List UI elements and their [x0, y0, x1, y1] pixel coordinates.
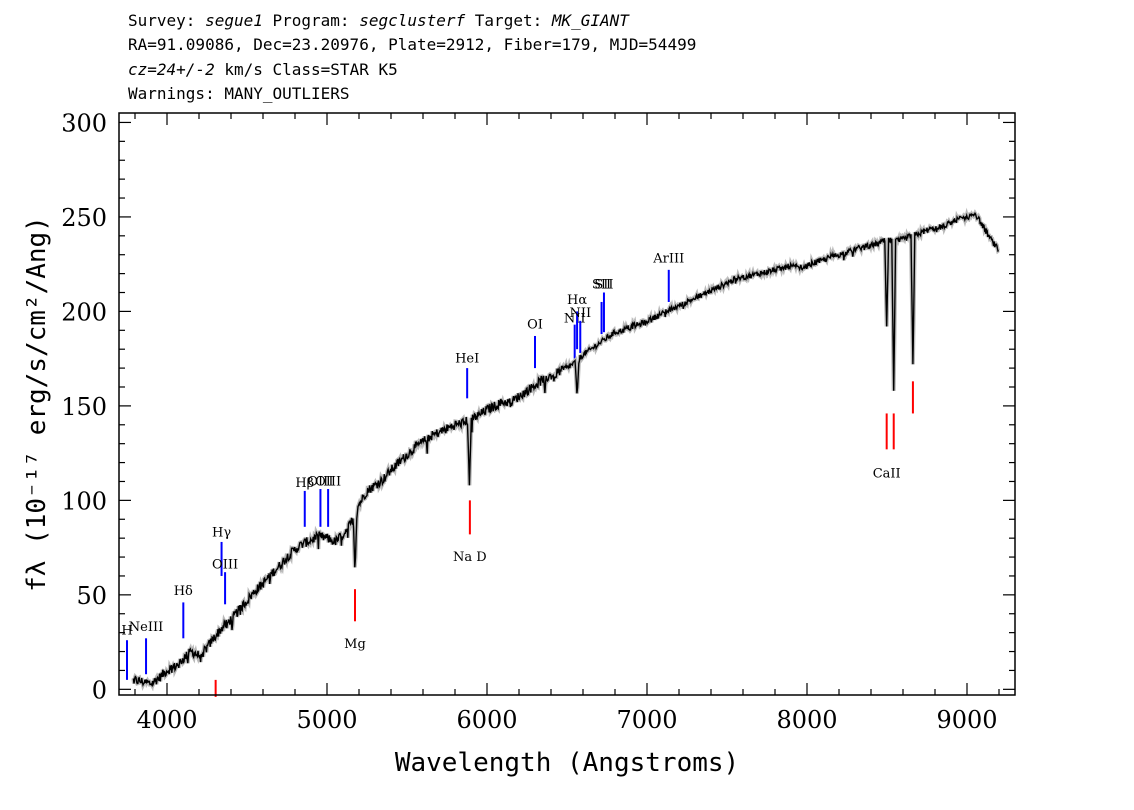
x-tick-label: 5000	[296, 706, 357, 734]
line-label: NeIII	[129, 620, 163, 635]
x-tick-label: 8000	[776, 706, 837, 734]
y-tick-label: 200	[61, 298, 107, 326]
line-label: NII	[569, 306, 591, 321]
y-tick-label: 50	[76, 582, 107, 610]
line-label: CaII	[873, 467, 901, 482]
survey-key: Survey:	[128, 11, 206, 30]
line-label: Hβ	[295, 476, 314, 491]
y-tick-label: 250	[61, 204, 107, 232]
y-tick-label: 300	[61, 109, 107, 137]
spectrum-group	[131, 207, 1000, 692]
line-label: OIII	[307, 474, 333, 489]
line-label: Mg	[344, 637, 366, 652]
x-tick-label: 7000	[616, 706, 677, 734]
line-label: H	[121, 624, 132, 639]
line-label: Hδ	[174, 584, 193, 599]
line-label: Na D	[453, 550, 487, 565]
line-label: SII	[592, 278, 611, 293]
line-label: OIII	[315, 474, 341, 489]
header-coordinates-line: RA=91.09086, Dec=23.20976, Plate=2912, F…	[128, 35, 697, 54]
axis-ticks: 4000 5000 6000 7000 8000 9000 0 50 100 150 200 250 3…	[61, 109, 1015, 734]
line-label: OIII	[212, 557, 238, 572]
plot-frame	[118, 112, 1016, 696]
line-label: OI	[527, 317, 543, 332]
line-label: SII	[594, 278, 613, 293]
line-label: Hα	[567, 293, 587, 308]
survey-value: segue1	[205, 11, 263, 30]
line-label: ArIII	[652, 251, 684, 266]
line-label: HeI	[455, 351, 479, 366]
class-text: km/s Class=STAR K5	[214, 60, 398, 79]
program-key: Program:	[262, 11, 360, 30]
x-tick-label: 9000	[936, 706, 997, 734]
y-tick-label: 100	[61, 487, 107, 515]
y-tick-label: 0	[92, 676, 107, 704]
header-survey-line: Survey: segue1 Program: segclusterf Targ…	[128, 10, 629, 32]
spectrum-error-band	[131, 207, 1000, 692]
y-tick-label: 150	[61, 393, 107, 421]
spectrum-line	[132, 211, 1000, 688]
header-warnings-line: Warnings: MANY_OUTLIERS	[128, 84, 350, 103]
x-tick-label: 6000	[456, 706, 517, 734]
target-value: MK_GIANT	[551, 11, 629, 30]
program-value: segclusterf	[359, 11, 466, 30]
target-key: Target:	[465, 11, 552, 30]
y-axis-title: fλ (10⁻¹⁷ erg/s/cm²/Ang)	[22, 216, 52, 592]
line-label: Hγ	[212, 525, 231, 540]
cz-value: cz=24+/-2	[128, 60, 215, 79]
x-axis-title: Wavelength (Angstroms)	[395, 748, 739, 778]
x-tick-label: 4000	[136, 706, 197, 734]
header-redshift-line: cz=24+/-2 km/s Class=STAR K5	[128, 59, 398, 81]
